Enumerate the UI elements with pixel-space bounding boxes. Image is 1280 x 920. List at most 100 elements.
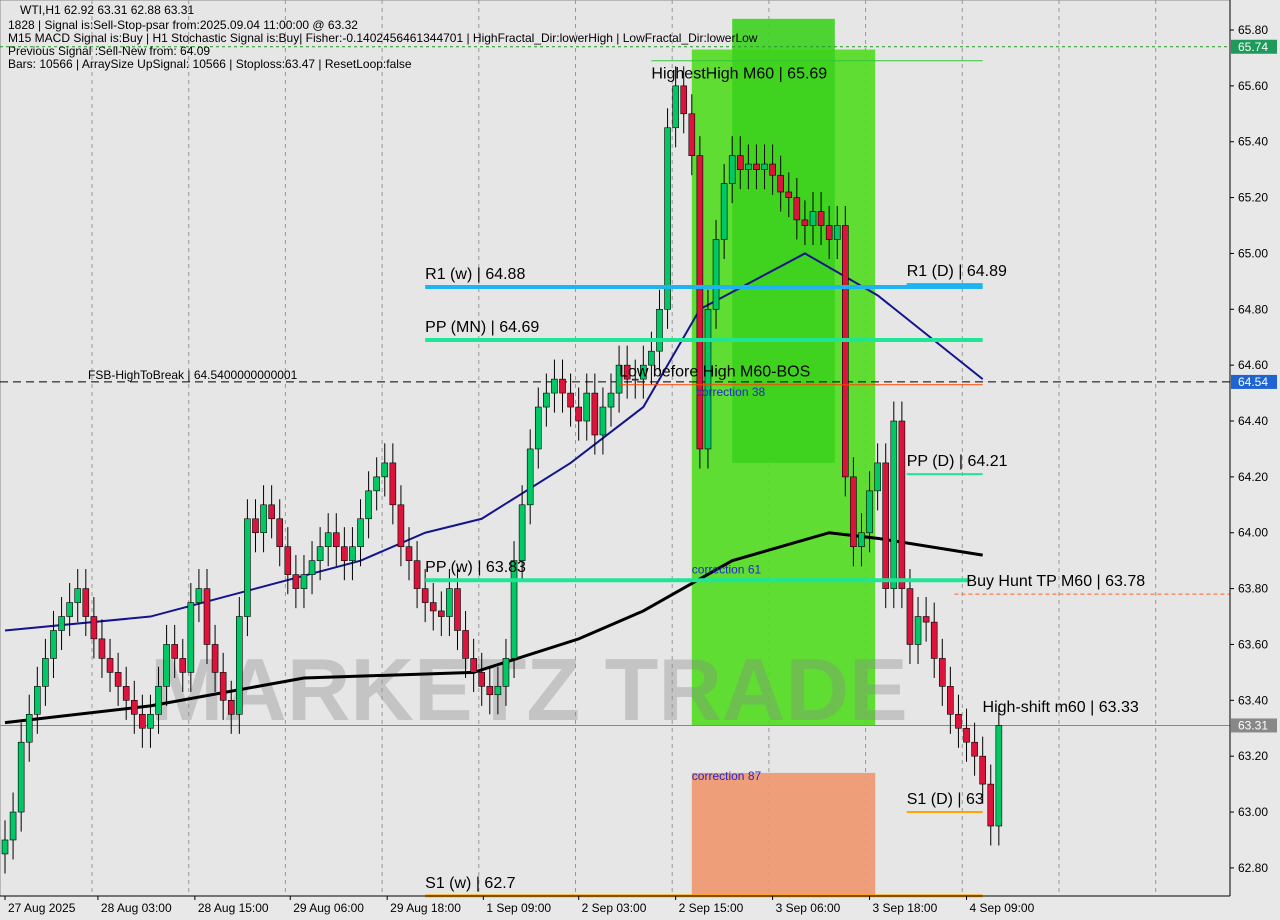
candle-body	[470, 658, 477, 673]
candle-body	[664, 127, 671, 310]
plot-area	[0, 0, 1231, 897]
candle-body	[284, 546, 292, 575]
candle-body	[349, 546, 356, 561]
candle-body	[42, 658, 49, 687]
zone-label: correction 61	[692, 562, 762, 576]
candle-body	[227, 700, 235, 715]
candle-body	[785, 191, 793, 198]
candle-body	[486, 686, 494, 696]
candle-body	[510, 560, 518, 659]
chart-title: WTI,H1 62.92 63.31 62.88 63.31	[20, 3, 195, 17]
candle-body	[963, 727, 970, 743]
candle-body	[672, 85, 679, 129]
candle-body	[809, 211, 817, 226]
candle-body	[300, 574, 308, 589]
candle-body	[761, 163, 768, 170]
candle-body	[526, 448, 534, 506]
candle-body	[898, 420, 906, 589]
y-tick-label: 64.40	[1238, 414, 1268, 428]
candle-body	[607, 392, 615, 408]
y-tick-label: 63.40	[1238, 693, 1268, 707]
level-label: PP (w) | 63.83	[425, 559, 526, 576]
y-tick-label: 64.00	[1238, 526, 1268, 540]
level-label: S1 (w) | 62.7	[425, 875, 516, 892]
candle-body	[648, 350, 655, 366]
candle-body	[704, 308, 712, 450]
candle-body	[890, 420, 898, 589]
candle-body	[696, 155, 704, 450]
candle-body	[745, 163, 752, 170]
candle-body	[341, 546, 348, 561]
candle-body	[551, 378, 558, 394]
y-tick-label: 64.80	[1238, 302, 1268, 316]
candle-body	[874, 462, 881, 492]
candle-body	[268, 504, 275, 520]
candle-body	[502, 658, 510, 687]
bars-line: Bars: 10566 | ArraySize UpSignal: 10566 …	[8, 57, 412, 71]
candle-body	[34, 686, 41, 715]
candle-body	[203, 588, 211, 645]
candle-body	[292, 574, 300, 589]
candle-body	[25, 713, 33, 743]
candle-body	[615, 364, 623, 394]
candle-body	[429, 602, 437, 612]
candle-body	[559, 378, 566, 394]
candle-body	[147, 713, 154, 729]
x-tick-label: 29 Aug 18:00	[390, 901, 461, 915]
candle-body	[567, 392, 574, 408]
candle-body	[130, 700, 138, 715]
candle-body	[155, 686, 162, 715]
candle-body	[462, 630, 469, 659]
candle-body	[66, 602, 73, 617]
level-label: Low before High M60-BOS	[619, 364, 810, 381]
candle-body	[478, 672, 486, 687]
candle-body	[817, 211, 825, 226]
y-tick-label: 65.60	[1238, 79, 1268, 93]
candle-body	[995, 725, 1003, 827]
candle-body	[106, 658, 114, 673]
candle-body	[276, 518, 284, 548]
watermark: MARKETZ TRADE	[150, 640, 908, 739]
candle-body	[98, 638, 106, 659]
candle-body	[640, 364, 647, 380]
candle-body	[397, 504, 405, 548]
price-tag-label: 64.54	[1238, 375, 1268, 389]
candle-body	[357, 518, 364, 548]
x-tick-label: 1 Sep 09:00	[486, 901, 551, 915]
candle-body	[421, 588, 429, 603]
y-tick-label: 65.80	[1238, 23, 1268, 37]
candle-body	[736, 155, 744, 170]
candle-body	[938, 658, 946, 687]
candle-body	[373, 476, 380, 492]
level-label: PP (D) | 64.21	[907, 453, 1008, 470]
candle-body	[324, 532, 332, 548]
candle-body	[591, 392, 599, 436]
x-tick-label: 28 Aug 15:00	[198, 901, 269, 915]
price-tag-label: 63.31	[1238, 718, 1268, 732]
indicator-line: M15 MACD Signal is:Buy | H1 Stochastic S…	[8, 31, 758, 45]
candle-body	[438, 610, 445, 617]
zone-label: correction 38	[696, 385, 766, 399]
level-label: Buy Hunt TP M60 | 63.78	[966, 573, 1145, 590]
candle-body	[381, 462, 389, 478]
candle-body	[801, 219, 809, 226]
candle-body	[122, 686, 130, 701]
candle-body	[906, 588, 914, 645]
candle-body	[82, 588, 90, 617]
candle-body	[753, 163, 760, 170]
candle-body	[728, 155, 736, 184]
y-tick-label: 63.00	[1238, 805, 1268, 819]
previous-signal-line: Previous Signal :Sell-New from: 64.09	[8, 44, 211, 58]
candle-body	[260, 504, 267, 534]
candle-body	[987, 783, 995, 827]
y-tick-label: 63.80	[1238, 582, 1268, 596]
candle-body	[922, 616, 930, 623]
correction-zone	[691, 772, 876, 896]
candle-body	[866, 490, 873, 534]
candle-body	[446, 588, 453, 617]
candle-body	[656, 308, 663, 352]
candle-body	[163, 644, 170, 687]
candle-body	[244, 518, 251, 617]
price-tag	[1231, 718, 1277, 733]
